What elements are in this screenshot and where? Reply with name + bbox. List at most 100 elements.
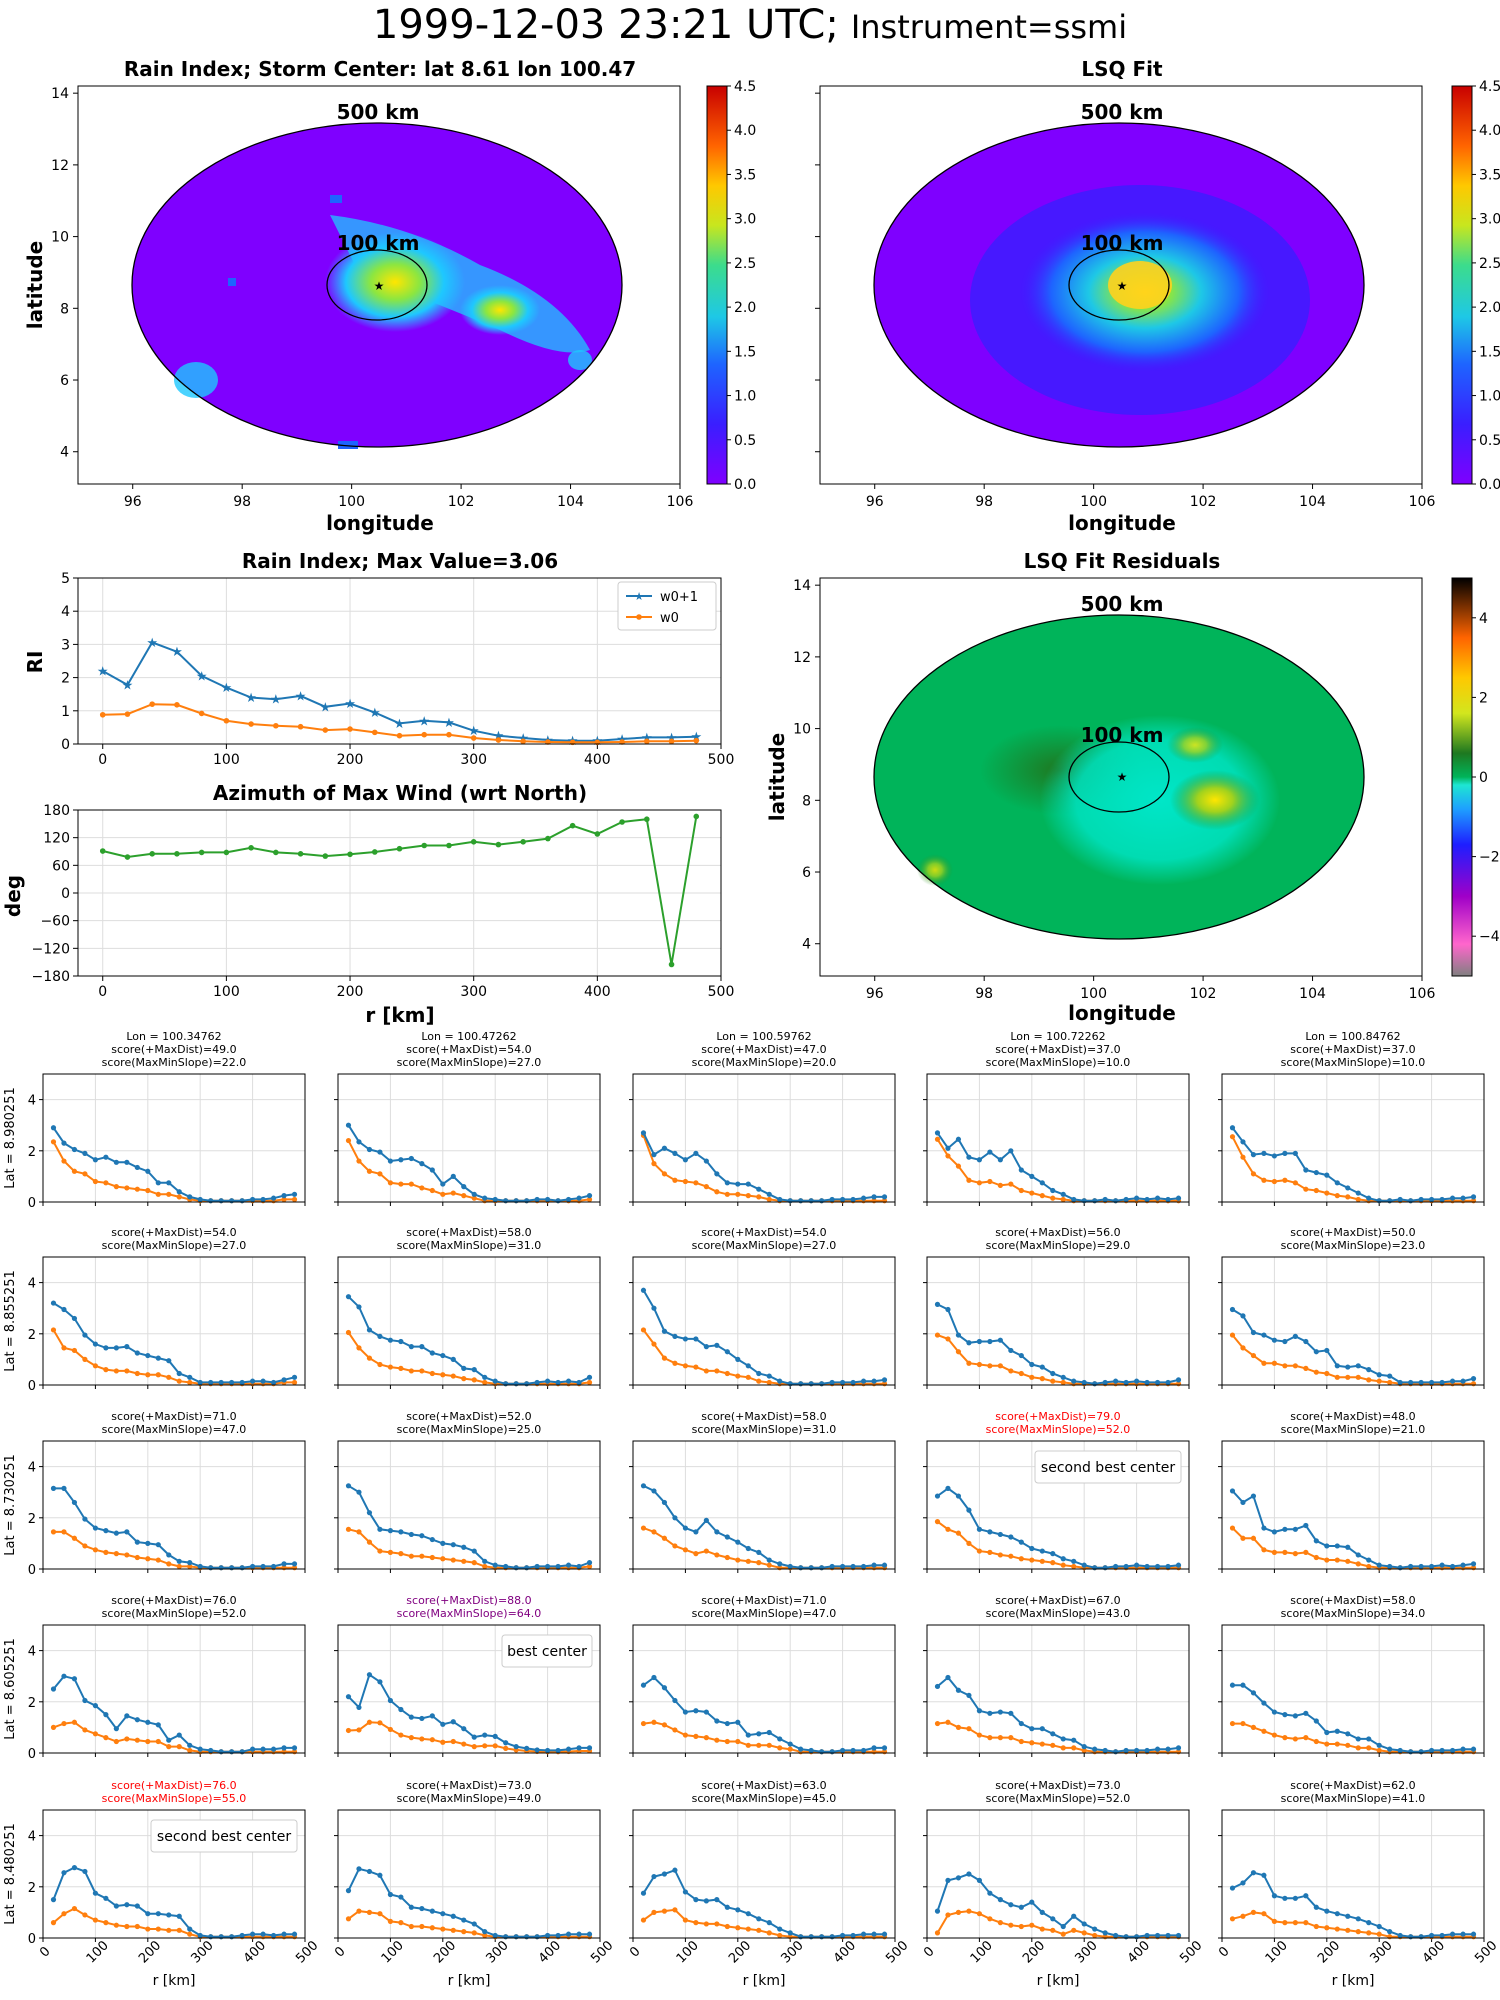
data-point: [419, 1161, 425, 1167]
data-point: [450, 1719, 456, 1725]
x-tick-labels: 96 98 100 102 104 106 4 6 8 10 12 14: [51, 86, 693, 510]
data-point: [1250, 1870, 1257, 1876]
data-point: [1050, 1551, 1056, 1557]
data-point: [124, 1923, 130, 1930]
series-line: [347, 1331, 590, 1385]
x-tick-labels: 96 98 100 102 104 106: [815, 92, 1435, 510]
data-point: [450, 1190, 456, 1196]
axes-frame: [77, 809, 722, 977]
data-point: [419, 1715, 425, 1722]
x-axis-label: r [km]: [743, 1973, 786, 1989]
data-point: [50, 1327, 57, 1333]
data-point: [934, 1930, 941, 1936]
data-point: [446, 731, 452, 738]
data-point: [735, 1907, 741, 1913]
data-point: [1175, 1745, 1182, 1751]
data-point: [640, 1917, 647, 1923]
data-point: [387, 1158, 393, 1164]
data-point: [1240, 1913, 1246, 1919]
data-point: [1134, 1934, 1140, 1940]
axes-frame: [1221, 1809, 1485, 1939]
data-point: [398, 1894, 404, 1900]
data-point: [619, 819, 625, 825]
data-point: [1292, 1551, 1298, 1557]
x-tick-label: 98: [975, 494, 993, 510]
data-point: [345, 1137, 352, 1144]
data-point: [1113, 1749, 1119, 1755]
note-label: second best center: [1041, 1460, 1175, 1476]
data-point: [756, 1378, 762, 1384]
data-point: [145, 1540, 151, 1546]
data-point: [703, 1344, 709, 1350]
data-point: [1261, 1872, 1267, 1878]
data-point: [1460, 1931, 1466, 1937]
data-point: [693, 1708, 699, 1714]
data-point: [1460, 1746, 1466, 1752]
data-point: [482, 1374, 488, 1380]
data-point: [440, 1191, 446, 1197]
data-point: [724, 1349, 730, 1355]
x-tick-label: 102: [1190, 986, 1217, 1002]
data-point: ★: [418, 714, 430, 729]
data-point: [1303, 1365, 1309, 1371]
lat-label: Lat = 8.605251: [3, 1638, 18, 1740]
data-point: [945, 1877, 951, 1883]
data-point: [113, 1159, 119, 1165]
data-point: [82, 1868, 88, 1875]
data-point: [134, 1554, 140, 1561]
data-point: [565, 1931, 572, 1937]
score-maxdist-label: score(+MaxDist)=37.0: [1290, 1043, 1415, 1056]
data-point: [1282, 1526, 1288, 1532]
data-point: [71, 1676, 78, 1682]
data-point: [1261, 1525, 1267, 1531]
candidate-cell: 0 2 4 score(MaxMinSlope)=52.0score(+MaxDist…: [3, 1594, 306, 1762]
data-point: [955, 1530, 962, 1536]
data-point: [461, 1193, 467, 1199]
x-tick-label: 100: [1080, 494, 1107, 510]
x-tick-label: 400: [241, 1938, 269, 1966]
data-point: [345, 1916, 352, 1922]
data-point: [270, 1932, 277, 1939]
data-point: [366, 1146, 373, 1153]
data-point: [524, 1381, 530, 1387]
data-point: [766, 1379, 772, 1386]
data-point: [1387, 1379, 1393, 1386]
ring-100km: [1068, 249, 1170, 321]
x-tick-label: 200: [431, 1938, 459, 1966]
data-point: [218, 1379, 224, 1386]
score-slope-label: score(MaxMinSlope)=20.0: [692, 1056, 837, 1069]
data-point: [693, 737, 700, 744]
rain-pixel: [330, 195, 342, 203]
data-point: [777, 1932, 783, 1939]
data-point: [482, 1929, 488, 1935]
data-point: [297, 723, 304, 730]
data-point: [1460, 1378, 1466, 1384]
data-point: [99, 711, 106, 718]
candidate-cell: score(MaxMinSlope)=10.0score(+MaxDist)=3…: [923, 1030, 1190, 1206]
rain-patch-se: [568, 350, 592, 370]
data-point: [1334, 1193, 1340, 1199]
data-point: [829, 1749, 835, 1755]
axes-frame: [632, 1624, 896, 1754]
data-point: [281, 1931, 287, 1937]
data-point: [92, 1178, 98, 1185]
data-point: [586, 1745, 593, 1751]
data-point: [396, 845, 403, 852]
data-point: [429, 1167, 435, 1173]
colorbar-tick-label: 4.0: [734, 123, 756, 139]
data-point: [966, 1154, 972, 1160]
data-point: [860, 1747, 867, 1754]
data-point: [1060, 1196, 1066, 1203]
score-slope-label: score(MaxMinSlope)=43.0: [986, 1607, 1131, 1620]
score-maxdist-label: score(+MaxDist)=62.0: [1290, 1779, 1415, 1792]
data-point: [1366, 1557, 1372, 1563]
data-point: [703, 1898, 709, 1904]
data-point: [1387, 1373, 1393, 1379]
candidate-cell: score(MaxMinSlope)=27.0score(+MaxDist)=5…: [334, 1030, 601, 1206]
data-point: [176, 1732, 182, 1738]
x-tick-label: 300: [460, 984, 487, 1000]
data-point: [291, 1191, 298, 1197]
data-point: [850, 1932, 856, 1939]
lon-label: Lon = 100.59762: [716, 1030, 811, 1043]
data-point: [174, 851, 180, 857]
